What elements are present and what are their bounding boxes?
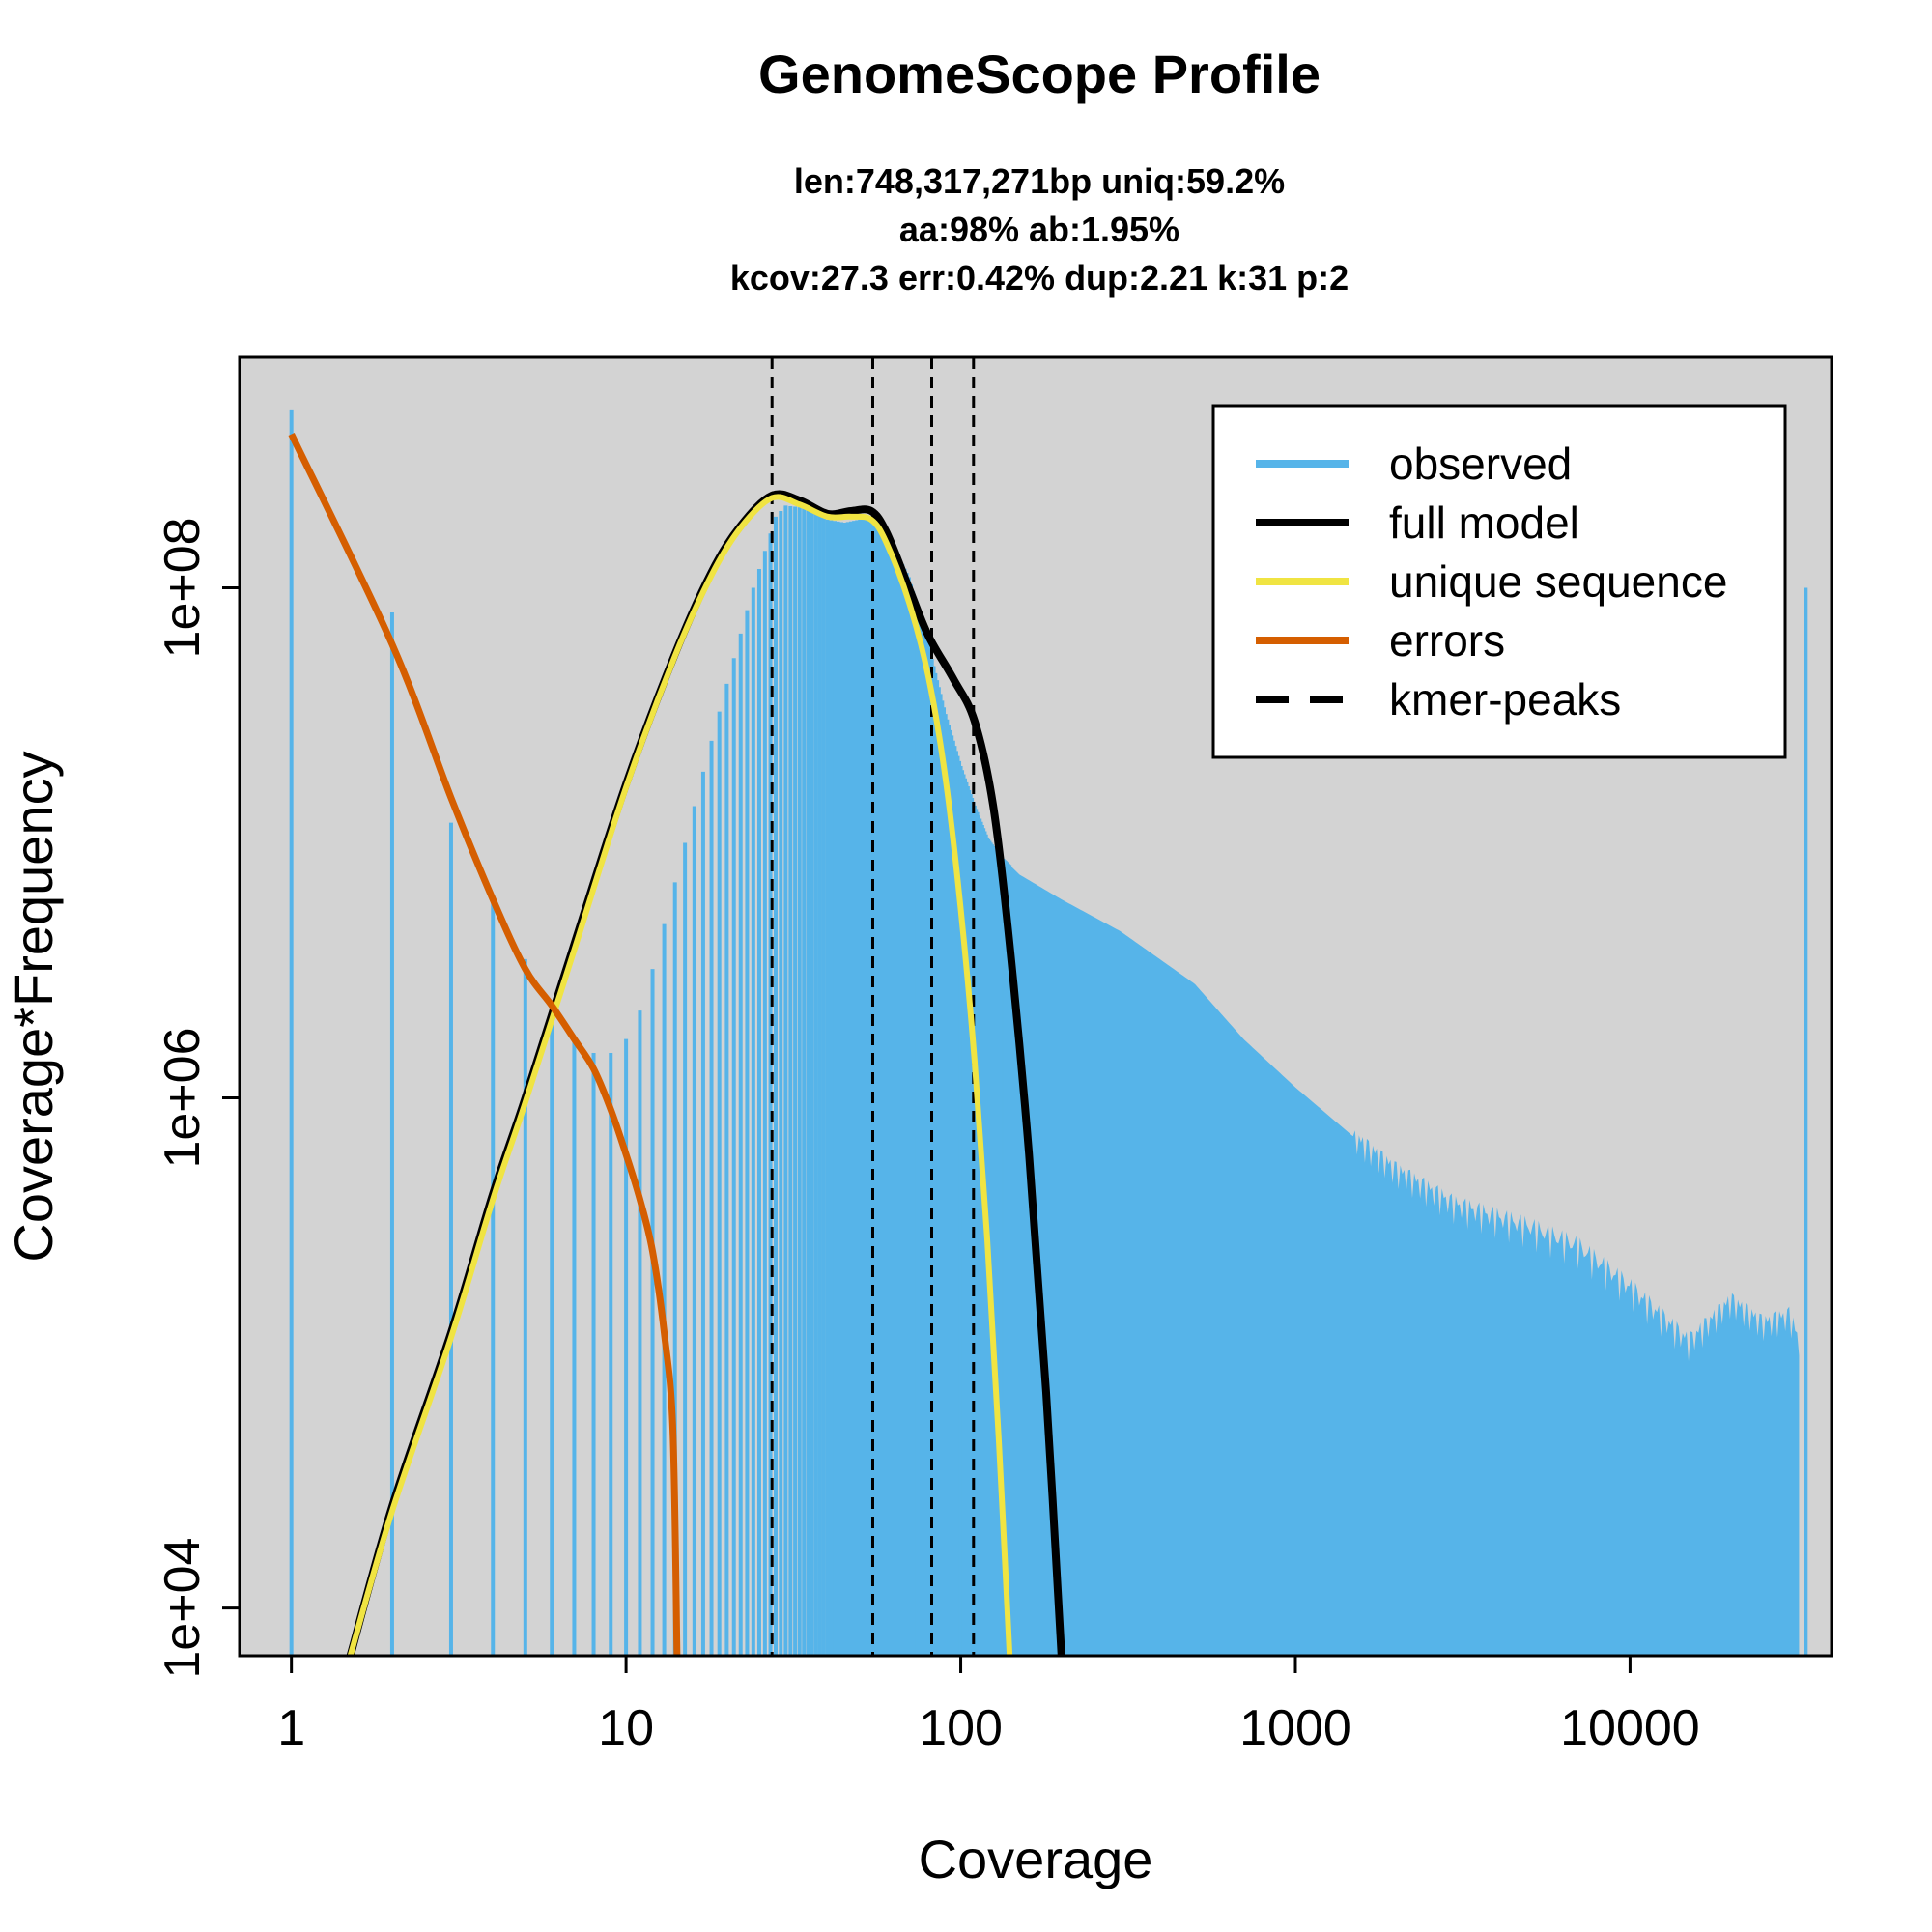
model-curves bbox=[288, 432, 1065, 1658]
legend-label-errors: errors bbox=[1389, 615, 1505, 666]
chart-subtitle-line-3: kcov:27.3 err:0.42% dup:2.21 k:31 p:2 bbox=[730, 258, 1349, 298]
y-tick-label: 1e+08 bbox=[155, 517, 211, 658]
legend-label-observed: observed bbox=[1389, 439, 1572, 489]
observed-tail-area bbox=[1009, 865, 1800, 1656]
chart-title: GenomeScope Profile bbox=[758, 43, 1321, 104]
chart-subtitle-line-2: aa:98% ab:1.95% bbox=[899, 210, 1179, 249]
x-tick-label: 10000 bbox=[1560, 1700, 1700, 1756]
legend: observed full model unique sequence errors k… bbox=[1211, 404, 1787, 759]
chart-subtitle-line-1: len:748,317,271bp uniq:59.2% bbox=[794, 161, 1285, 201]
x-tick-label: 10 bbox=[598, 1700, 654, 1756]
x-tick-label: 1000 bbox=[1239, 1700, 1351, 1756]
observed-series bbox=[289, 409, 1808, 1656]
x-axis: 1 10 100 1000 10000 bbox=[277, 1654, 1700, 1756]
legend-label-unique-sequence: unique sequence bbox=[1389, 556, 1727, 607]
x-tick-label: 1 bbox=[277, 1700, 305, 1756]
y-axis-label: Coverage*Frequency bbox=[3, 751, 64, 1262]
y-tick-label: 1e+04 bbox=[155, 1538, 211, 1679]
y-tick-label: 1e+06 bbox=[155, 1028, 211, 1169]
errors-curve bbox=[288, 432, 681, 1657]
unique-sequence-curve bbox=[347, 494, 1013, 1657]
legend-label-full-model: full model bbox=[1389, 497, 1579, 548]
x-tick-label: 100 bbox=[919, 1700, 1003, 1756]
x-axis-label: Coverage bbox=[919, 1829, 1153, 1889]
y-axis: 1e+04 1e+06 1e+08 bbox=[155, 517, 242, 1679]
legend-label-kmer-peaks: kmer-peaks bbox=[1389, 674, 1621, 724]
kmer-peaks-series bbox=[770, 357, 976, 1656]
